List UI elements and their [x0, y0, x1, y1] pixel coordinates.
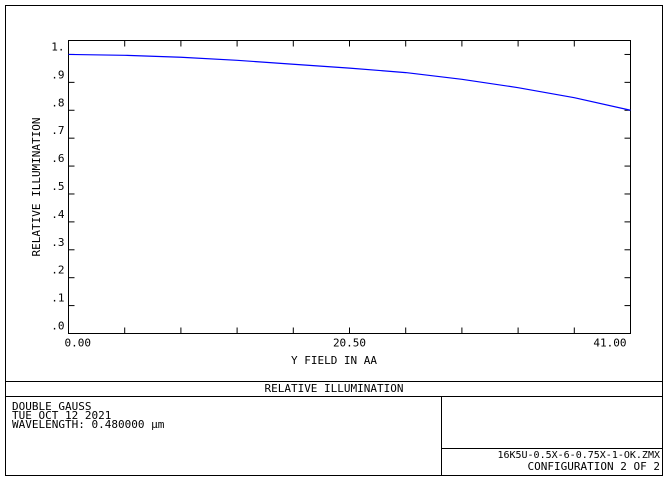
- configuration: CONFIGURATION 2 OF 2: [528, 460, 660, 473]
- y-tick-label: .0: [51, 320, 64, 333]
- plot-area: [68, 40, 631, 334]
- x-tick-label: 20.50: [333, 337, 366, 350]
- y-tick-label: .7: [51, 124, 64, 137]
- y-tick-label: .8: [51, 96, 64, 109]
- y-tick-label: 1.: [51, 40, 64, 53]
- x-tick-label: 41.00: [593, 337, 626, 350]
- y-tick-label: .1: [51, 292, 64, 305]
- y-tick-label: .4: [51, 208, 65, 221]
- x-tick-label: 0.00: [65, 337, 92, 350]
- chart-title: RELATIVE ILLUMINATION: [264, 382, 403, 395]
- y-tick-label: .5: [51, 180, 64, 193]
- file-name: 16K5U-0.5X-6-0.75X-1-OK.ZMX: [497, 450, 660, 461]
- y-axis-label: RELATIVE ILLUMINATION: [30, 117, 43, 256]
- y-tick-label: .2: [51, 264, 64, 277]
- y-tick-label: .6: [51, 152, 64, 165]
- info-line: TUE OCT 12 2021: [12, 409, 111, 422]
- frame: [5, 5, 663, 476]
- y-tick-label: .3: [51, 236, 64, 249]
- x-axis-label: Y FIELD IN AA: [291, 354, 377, 367]
- info-line: DOUBLE GAUSS: [12, 400, 91, 413]
- data-line: [68, 53, 631, 111]
- info-line: WAVELENGTH: 0.480000 µm: [12, 418, 165, 431]
- y-tick-label: .9: [51, 68, 64, 81]
